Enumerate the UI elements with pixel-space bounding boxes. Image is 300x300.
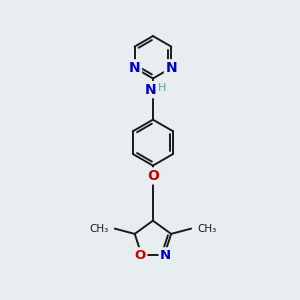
Text: N: N xyxy=(166,61,177,75)
Text: N: N xyxy=(160,249,171,262)
Text: N: N xyxy=(145,82,156,97)
Text: O: O xyxy=(135,249,146,262)
Text: N: N xyxy=(129,61,140,75)
Text: CH₃: CH₃ xyxy=(89,224,108,234)
Text: O: O xyxy=(147,169,159,183)
Text: CH₃: CH₃ xyxy=(198,224,217,234)
Text: H: H xyxy=(158,83,166,93)
